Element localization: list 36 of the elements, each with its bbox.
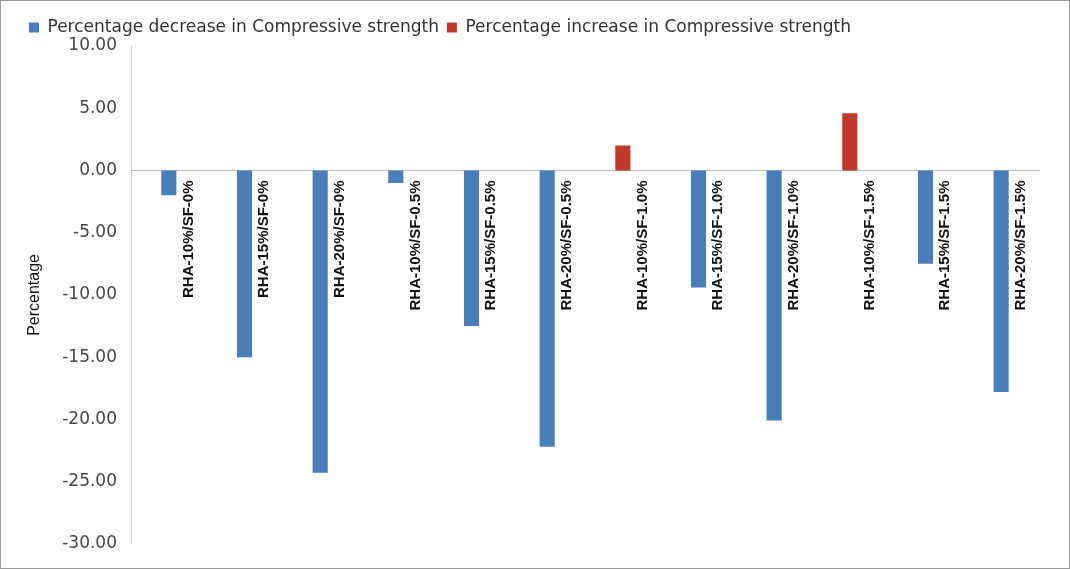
y-tick-label: 0.00 bbox=[79, 158, 117, 179]
legend-label: Percentage increase in Compressive strength bbox=[465, 15, 852, 36]
bar bbox=[917, 170, 934, 264]
y-tick-label: 5.00 bbox=[79, 96, 117, 117]
x-tick-label: RHA-10%/SF-0.5% bbox=[405, 180, 423, 311]
x-tick-label: RHA-10%/SF-0% bbox=[178, 180, 196, 298]
x-tick-label: RHA-15%/SF-1.0% bbox=[708, 180, 726, 311]
y-tick-label: -15.00 bbox=[62, 345, 117, 366]
bar bbox=[463, 170, 480, 327]
y-tick-label: -30.00 bbox=[62, 532, 117, 553]
bar bbox=[312, 170, 328, 473]
bar bbox=[539, 170, 555, 447]
x-tick-label: RHA-20%/SF-1.5% bbox=[1010, 180, 1028, 311]
y-tick-label: -5.00 bbox=[73, 221, 117, 242]
x-tick-label: RHA-15%/SF-1.5% bbox=[935, 180, 953, 311]
bar bbox=[842, 113, 858, 171]
bar bbox=[993, 170, 1009, 392]
y-tick-label: 10.00 bbox=[68, 34, 117, 55]
x-tick-label: RHA-20%/SF-1.0% bbox=[783, 180, 801, 311]
bar bbox=[161, 170, 177, 196]
x-tick-label: RHA-20%/SF-0% bbox=[329, 180, 347, 298]
bar bbox=[236, 170, 253, 358]
y-tick-label: -10.00 bbox=[62, 283, 117, 304]
bar bbox=[690, 170, 707, 288]
y-tick-label: -25.00 bbox=[62, 470, 117, 490]
legend-label: Percentage decrease in Compressive strength bbox=[47, 15, 439, 36]
x-tick-label: RHA-10%/SF-1.5% bbox=[859, 180, 877, 311]
x-tick-label: RHA-15%/SF-0.5% bbox=[481, 180, 499, 311]
y-axis-title: Percentage bbox=[25, 253, 43, 336]
x-tick-label: RHA-10%/SF-1.0% bbox=[632, 180, 650, 311]
y-tick-label: -20.00 bbox=[62, 407, 117, 428]
bar bbox=[615, 145, 631, 171]
x-tick-label: RHA-15%/SF-0% bbox=[254, 180, 272, 298]
bar bbox=[388, 170, 404, 183]
bar bbox=[766, 170, 782, 421]
x-tick-label: RHA-20%/SF-0.5% bbox=[556, 180, 574, 311]
